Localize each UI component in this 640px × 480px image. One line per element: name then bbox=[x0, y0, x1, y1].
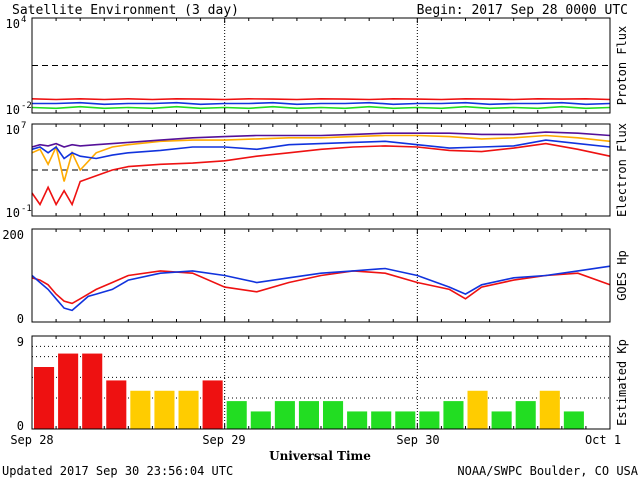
kp-bar bbox=[274, 401, 295, 429]
credit-label: NOAA/SWPC Boulder, CO USA bbox=[457, 464, 638, 478]
kp-bar bbox=[34, 367, 55, 429]
kp-bar bbox=[443, 401, 464, 429]
kp-bar bbox=[250, 411, 271, 429]
x-tick-label: Sep 28 bbox=[10, 433, 53, 447]
kp-bar bbox=[130, 390, 151, 429]
y-tick-bottom-exponent: -2 bbox=[21, 101, 32, 111]
y-tick-top: 10 bbox=[6, 17, 20, 31]
kp-bar bbox=[419, 411, 440, 429]
y-tick-bottom: 0 bbox=[17, 312, 24, 326]
y-tick-bottom: 10 bbox=[6, 103, 20, 117]
x-tick-label: Sep 29 bbox=[202, 433, 245, 447]
kp-bar bbox=[323, 401, 344, 429]
kp-bar bbox=[347, 411, 368, 429]
y-tick-top: 10 bbox=[6, 123, 20, 137]
y-tick-bottom: 10 bbox=[6, 206, 20, 220]
series-line-red bbox=[31, 97, 611, 101]
kp-bar bbox=[539, 390, 560, 429]
y-tick-bottom-exponent: -1 bbox=[21, 204, 32, 214]
kp-bar bbox=[515, 401, 536, 429]
series-line-purple bbox=[31, 131, 611, 148]
kp-bar bbox=[226, 401, 247, 429]
kp-bar bbox=[395, 411, 416, 429]
kp-bar bbox=[106, 380, 127, 429]
kp-bar bbox=[202, 380, 223, 429]
kp-bar bbox=[82, 353, 103, 429]
kp-bar bbox=[298, 401, 319, 429]
series-line-blue bbox=[31, 265, 611, 312]
series-line-orange bbox=[31, 134, 611, 182]
kp-bar bbox=[563, 411, 584, 429]
kp-bar bbox=[371, 411, 392, 429]
series-line-green bbox=[31, 105, 611, 110]
y-tick-bottom: 0 bbox=[17, 419, 24, 433]
series-line-red bbox=[31, 142, 611, 207]
chart-title: Satellite Environment (3 day) bbox=[12, 3, 239, 18]
x-tick-label: Oct 1 bbox=[585, 433, 621, 447]
begin-time-label: Begin: 2017 Sep 28 0000 UTC bbox=[417, 3, 628, 18]
updated-timestamp: Updated 2017 Sep 30 23:56:04 UTC bbox=[2, 464, 233, 478]
panel-ylabel: Proton Flux bbox=[615, 26, 629, 105]
series-line-blue bbox=[31, 139, 611, 160]
kp-bar bbox=[467, 390, 488, 429]
panel-ylabel: Estimated Kp bbox=[615, 339, 629, 426]
x-axis-label: Universal Time bbox=[269, 449, 371, 463]
kp-bar bbox=[178, 390, 199, 429]
series-line-red bbox=[31, 270, 611, 305]
y-tick-top: 9 bbox=[17, 335, 24, 349]
kp-bar bbox=[58, 353, 79, 429]
panel-ylabel: Electron Flux bbox=[615, 123, 629, 217]
series-line-blue bbox=[32, 101, 611, 106]
panel-ylabel: GOES Hp bbox=[615, 250, 629, 301]
kp-bar bbox=[154, 390, 175, 429]
kp-bar bbox=[491, 411, 512, 429]
y-tick-top-exponent: 7 bbox=[21, 121, 26, 131]
y-tick-top-exponent: 4 bbox=[21, 15, 26, 25]
x-tick-label: Sep 30 bbox=[396, 433, 439, 447]
y-tick-top: 200 bbox=[2, 228, 24, 242]
